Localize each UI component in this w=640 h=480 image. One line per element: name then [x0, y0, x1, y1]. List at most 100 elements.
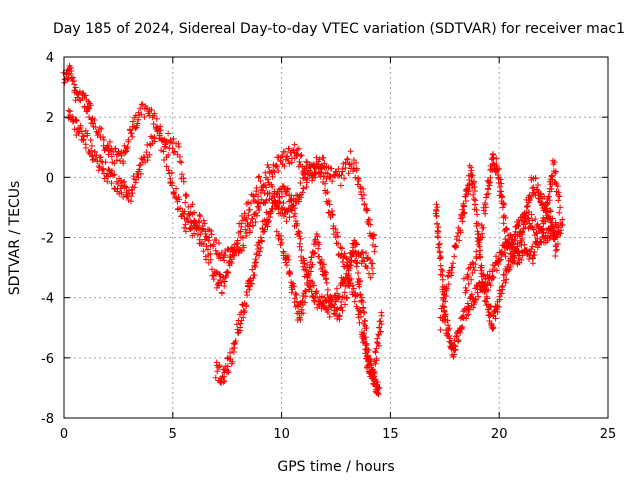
data-point-marker [317, 169, 324, 176]
data-point-marker [65, 107, 72, 114]
data-point-marker [369, 260, 376, 267]
data-point-marker [521, 211, 528, 218]
data-point-marker [363, 250, 370, 257]
data-point-marker [371, 368, 378, 375]
series-group [60, 62, 379, 266]
data-point-marker [483, 194, 490, 201]
data-point-marker [496, 257, 503, 264]
data-point-marker [120, 193, 127, 200]
data-point-marker [181, 208, 188, 215]
data-point-marker [288, 289, 295, 296]
data-point-marker [196, 219, 203, 226]
data-point-marker [374, 379, 381, 386]
data-point-marker [234, 240, 241, 247]
data-point-marker [369, 265, 376, 272]
data-point-marker [460, 209, 467, 216]
data-point-marker [296, 158, 303, 165]
data-point-marker [271, 197, 278, 204]
series-group [460, 150, 566, 296]
data-point-marker [437, 326, 444, 333]
data-point-marker [312, 174, 319, 181]
data-point-marker [548, 173, 555, 180]
data-point-marker [435, 244, 442, 251]
data-point-marker [285, 253, 292, 260]
data-point-marker [112, 145, 119, 152]
data-point-marker [170, 135, 177, 142]
data-point-marker [374, 339, 381, 346]
data-point-marker [150, 120, 157, 127]
data-point-marker [367, 356, 374, 363]
data-point-marker [473, 248, 480, 255]
data-point-marker [377, 328, 384, 335]
data-point-marker [355, 177, 362, 184]
data-point-marker [470, 304, 477, 311]
data-point-marker [329, 178, 336, 185]
data-point-marker [222, 252, 229, 259]
data-point-marker [326, 294, 333, 301]
data-point-marker [146, 141, 153, 148]
data-point-marker [248, 280, 255, 287]
data-point-marker [195, 218, 202, 225]
data-point-marker [73, 117, 80, 124]
data-point-marker [370, 380, 377, 387]
data-point-marker [373, 381, 380, 388]
data-point-marker [557, 204, 564, 211]
data-point-marker [245, 212, 252, 219]
data-point-marker [240, 244, 247, 251]
data-point-marker [97, 158, 104, 165]
data-point-marker [189, 201, 196, 208]
data-point-marker [468, 167, 475, 174]
data-point-marker [446, 333, 453, 340]
data-point-marker [359, 249, 366, 256]
data-point-marker [265, 218, 272, 225]
data-point-marker [344, 155, 351, 162]
data-point-marker [483, 287, 490, 294]
data-point-marker [304, 282, 311, 289]
data-point-marker [500, 201, 507, 208]
data-point-marker [359, 195, 366, 202]
data-point-marker [435, 234, 442, 241]
data-point-marker [539, 201, 546, 208]
data-point-marker [289, 280, 296, 287]
data-point-marker [489, 325, 496, 332]
data-point-marker [445, 281, 452, 288]
x-tick-label: 5 [169, 427, 177, 442]
data-point-marker [284, 208, 291, 215]
data-point-marker [221, 377, 228, 384]
data-point-marker [163, 163, 170, 170]
data-point-marker [360, 305, 367, 312]
data-point-marker [328, 208, 335, 215]
data-point-marker [232, 337, 239, 344]
data-point-marker [77, 124, 84, 131]
data-point-marker [457, 329, 464, 336]
data-point-marker [220, 378, 227, 385]
data-point-marker [193, 226, 200, 233]
data-point-marker [322, 271, 329, 278]
data-point-marker [486, 182, 493, 189]
data-point-marker [555, 197, 562, 204]
data-point-marker [331, 171, 338, 178]
data-point-marker [247, 200, 254, 207]
data-point-marker [241, 309, 248, 316]
data-point-marker [324, 286, 331, 293]
data-point-marker [239, 234, 246, 241]
data-point-marker [229, 358, 236, 365]
data-point-marker [282, 259, 289, 266]
data-point-marker [318, 163, 325, 170]
data-point-marker [135, 116, 142, 123]
data-point-marker [194, 224, 201, 231]
data-point-marker [221, 366, 228, 373]
data-point-marker [72, 84, 79, 91]
data-point-marker [312, 249, 319, 256]
data-point-marker [482, 210, 489, 217]
data-point-marker [238, 247, 245, 254]
data-point-marker [334, 233, 341, 240]
data-point-marker [347, 148, 354, 155]
data-point-marker [194, 231, 201, 238]
data-point-marker [503, 226, 510, 233]
data-point-marker [358, 294, 365, 301]
data-point-marker [87, 137, 94, 144]
data-point-marker [338, 298, 345, 305]
data-point-marker [524, 202, 531, 209]
data-point-marker [337, 244, 344, 251]
